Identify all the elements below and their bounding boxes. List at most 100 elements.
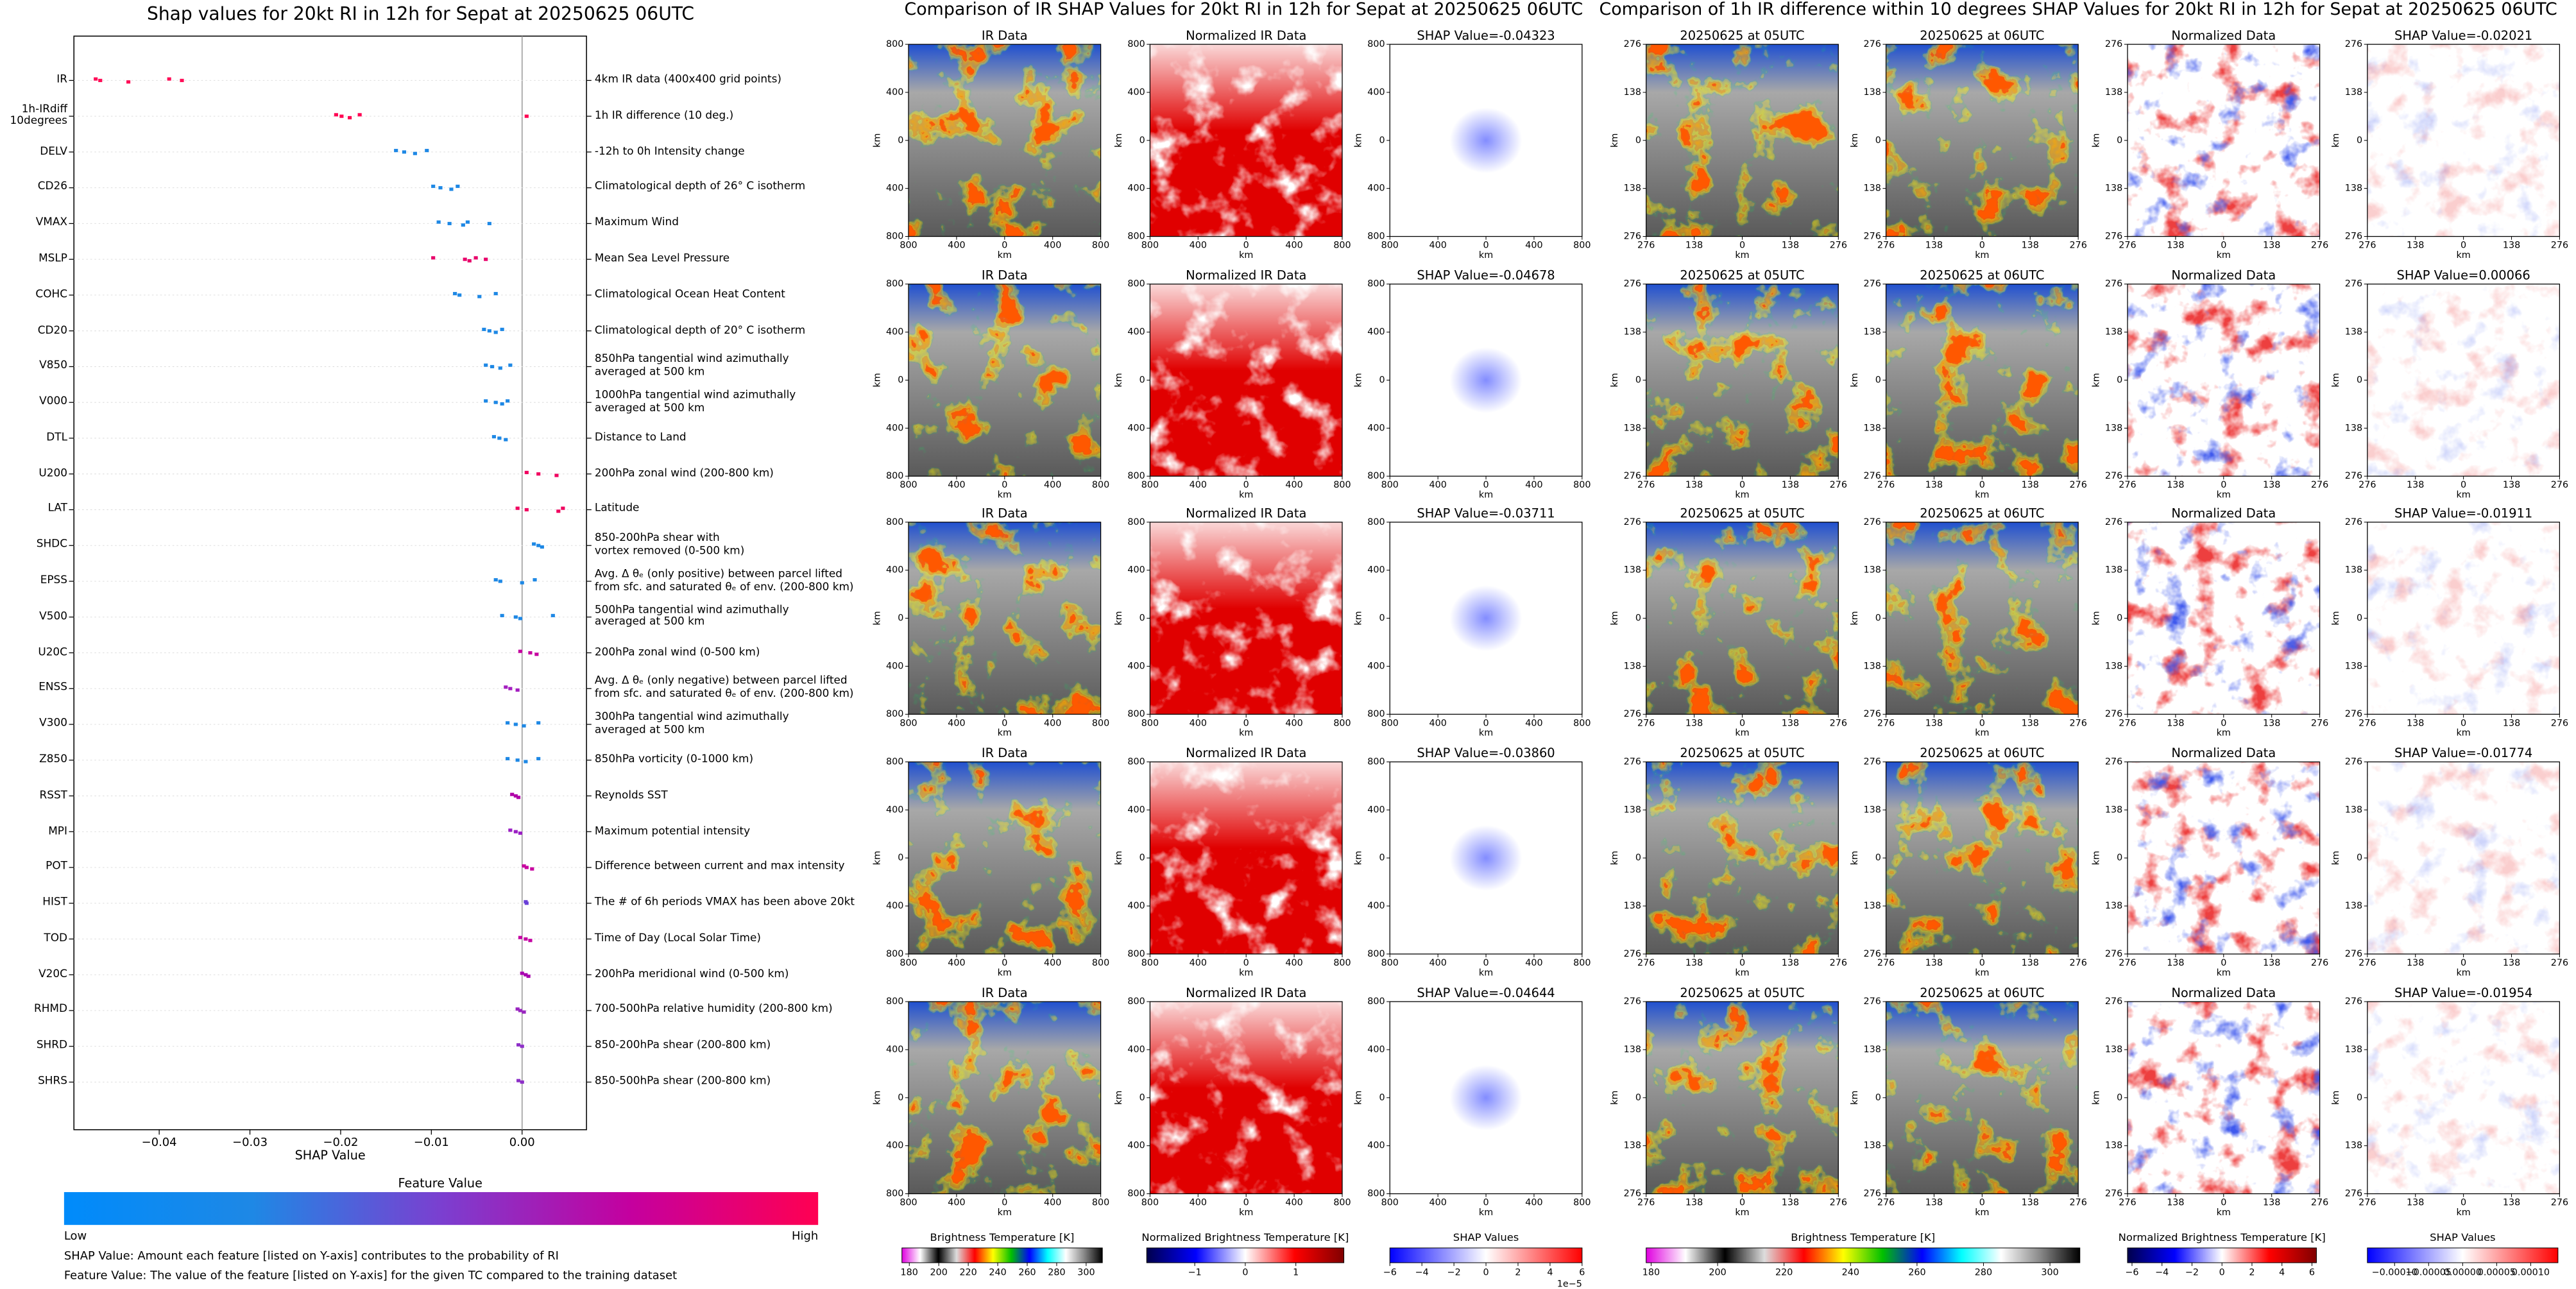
x-tick-label: 276 xyxy=(1637,480,1655,490)
y-tick-label: 0 xyxy=(1139,135,1145,146)
shap-point xyxy=(493,292,498,296)
y-tick-label: 276 xyxy=(1864,996,1881,1007)
panel-title: 20250625 at 06UTC xyxy=(1920,28,2044,43)
y-axis-label: km xyxy=(1610,851,1620,865)
x-axis-label: km xyxy=(1479,968,1493,978)
shap-point xyxy=(513,615,518,619)
shap-point xyxy=(436,220,441,224)
x-axis-label: km xyxy=(2217,1208,2231,1218)
colorbar-label: Brightness Temperature [K] xyxy=(1791,1231,1935,1243)
y-tick-label: RHMD xyxy=(33,1002,67,1016)
x-tick-label: 276 xyxy=(1877,1198,1895,1208)
x-tick-label: 800 xyxy=(1092,958,1109,968)
x-tick-label: 400 xyxy=(1429,958,1446,968)
x-tick-label: 800 xyxy=(900,241,917,251)
colorbar-tick-label: 0 xyxy=(1483,1267,1488,1277)
x-tick-label: 400 xyxy=(1429,241,1446,251)
feature-description: Avg. Δ θₑ (only negative) between parcel… xyxy=(594,674,854,701)
y-axis-label: km xyxy=(1610,373,1620,387)
shap-point xyxy=(491,435,496,439)
y-axis-label: km xyxy=(1114,133,1124,148)
y-tick-label: 400 xyxy=(1127,423,1145,433)
x-axis-label: SHAP Value xyxy=(295,1148,366,1163)
x-tick-label: 276 xyxy=(1830,958,1847,968)
y-tick-label: 276 xyxy=(2345,39,2362,49)
x-tick-label: 800 xyxy=(1381,241,1399,251)
y-tick-label: 138 xyxy=(1864,1141,1881,1151)
shap-point xyxy=(536,543,541,547)
panel-title: 20250625 at 05UTC xyxy=(1680,28,1804,43)
x-tick-label: −0.01 xyxy=(414,1136,449,1149)
colorbar-tick-label: 0.00005 xyxy=(2478,1267,2516,1277)
shap-point xyxy=(516,1079,521,1082)
y-tick-label: 276 xyxy=(2345,471,2362,481)
y-tick-label: V850 xyxy=(39,359,67,372)
x-tick-label: 800 xyxy=(1141,958,1159,968)
y-tick-label: 800 xyxy=(886,471,903,481)
y-tick-label: 400 xyxy=(886,1141,903,1151)
shap-point xyxy=(506,756,510,760)
y-tick-label: 0 xyxy=(898,375,903,385)
x-tick-label: 0 xyxy=(1243,1198,1249,1208)
y-tick-label: 400 xyxy=(886,1045,903,1055)
x-axis-label: km xyxy=(1735,250,1749,260)
norm-top xyxy=(1150,522,1343,715)
x-tick-label: 800 xyxy=(1381,958,1399,968)
x-axis-label: km xyxy=(1975,968,1989,978)
y-tick-label: 800 xyxy=(1367,996,1385,1007)
shap-blob xyxy=(1449,1064,1523,1131)
x-tick-label: 138 xyxy=(1685,958,1703,968)
y-tick-label: 400 xyxy=(886,87,903,98)
x-tick-label: 800 xyxy=(1573,958,1591,968)
y-tick-label: ENSS xyxy=(38,680,67,694)
y-tick-label: 276 xyxy=(2345,232,2362,242)
x-tick-label: 400 xyxy=(1429,480,1446,490)
norm-top xyxy=(1150,44,1343,237)
y-tick-label: 276 xyxy=(2105,1189,2122,1199)
y-tick-label: 800 xyxy=(886,949,903,959)
x-tick-label: 138 xyxy=(2407,958,2424,968)
colorbar-tick-label: 300 xyxy=(2041,1267,2058,1277)
shap-point xyxy=(556,509,561,513)
y-axis-label: km xyxy=(1850,1091,1860,1105)
y-tick-label: 276 xyxy=(1864,279,1881,289)
y-tick-label: 276 xyxy=(2345,756,2362,767)
x-tick-label: 400 xyxy=(1285,958,1302,968)
x-tick-label: 276 xyxy=(2551,718,2568,728)
panel-title: 20250625 at 06UTC xyxy=(1920,268,2044,282)
colorbar-tick-label: −1 xyxy=(1188,1267,1202,1277)
panel-title: SHAP Value=-0.04644 xyxy=(1417,986,1555,1000)
colorbar xyxy=(1146,1247,1345,1263)
x-tick-label: 0 xyxy=(1243,958,1249,968)
y-tick-label: SHDC xyxy=(36,537,67,551)
shap-point xyxy=(518,649,522,653)
feature-description: 4km IR data (400x400 grid points) xyxy=(594,73,782,86)
y-tick-label: 800 xyxy=(886,1189,903,1199)
y-tick-label: 0 xyxy=(1139,853,1145,863)
colorbar-tick-label: 200 xyxy=(930,1267,948,1277)
y-tick-label: 800 xyxy=(1127,709,1145,719)
y-tick-label: V300 xyxy=(39,716,67,730)
y-tick-label: 138 xyxy=(1864,805,1881,815)
shap-point xyxy=(431,256,436,260)
colorbar-tick-label: 4 xyxy=(2279,1267,2285,1277)
y-tick-label: 400 xyxy=(1127,184,1145,194)
ir-clouds xyxy=(1646,284,1839,477)
shap-point xyxy=(536,472,541,476)
shap-point xyxy=(504,438,508,441)
feature-description: 700-500hPa relative humidity (200-800 km… xyxy=(594,1002,833,1016)
x-tick-label: 276 xyxy=(2311,480,2328,490)
y-tick-label: 138 xyxy=(2345,184,2362,194)
diff-blue xyxy=(2127,762,2320,954)
shap-point xyxy=(180,78,184,82)
shap-point xyxy=(477,295,482,298)
y-tick-label: 0 xyxy=(1379,853,1385,863)
y-tick-label: 138 xyxy=(2105,565,2122,576)
y-tick-label: 0 xyxy=(1635,853,1641,863)
feature-description: 1000hPa tangential wind azimuthally aver… xyxy=(594,388,796,414)
feature-description: 200hPa meridional wind (0-500 km) xyxy=(594,966,789,980)
panel-title: IR Data xyxy=(982,506,1028,521)
ir-clouds xyxy=(908,762,1101,954)
x-tick-label: 276 xyxy=(2069,1198,2086,1208)
shap-point xyxy=(508,363,513,367)
